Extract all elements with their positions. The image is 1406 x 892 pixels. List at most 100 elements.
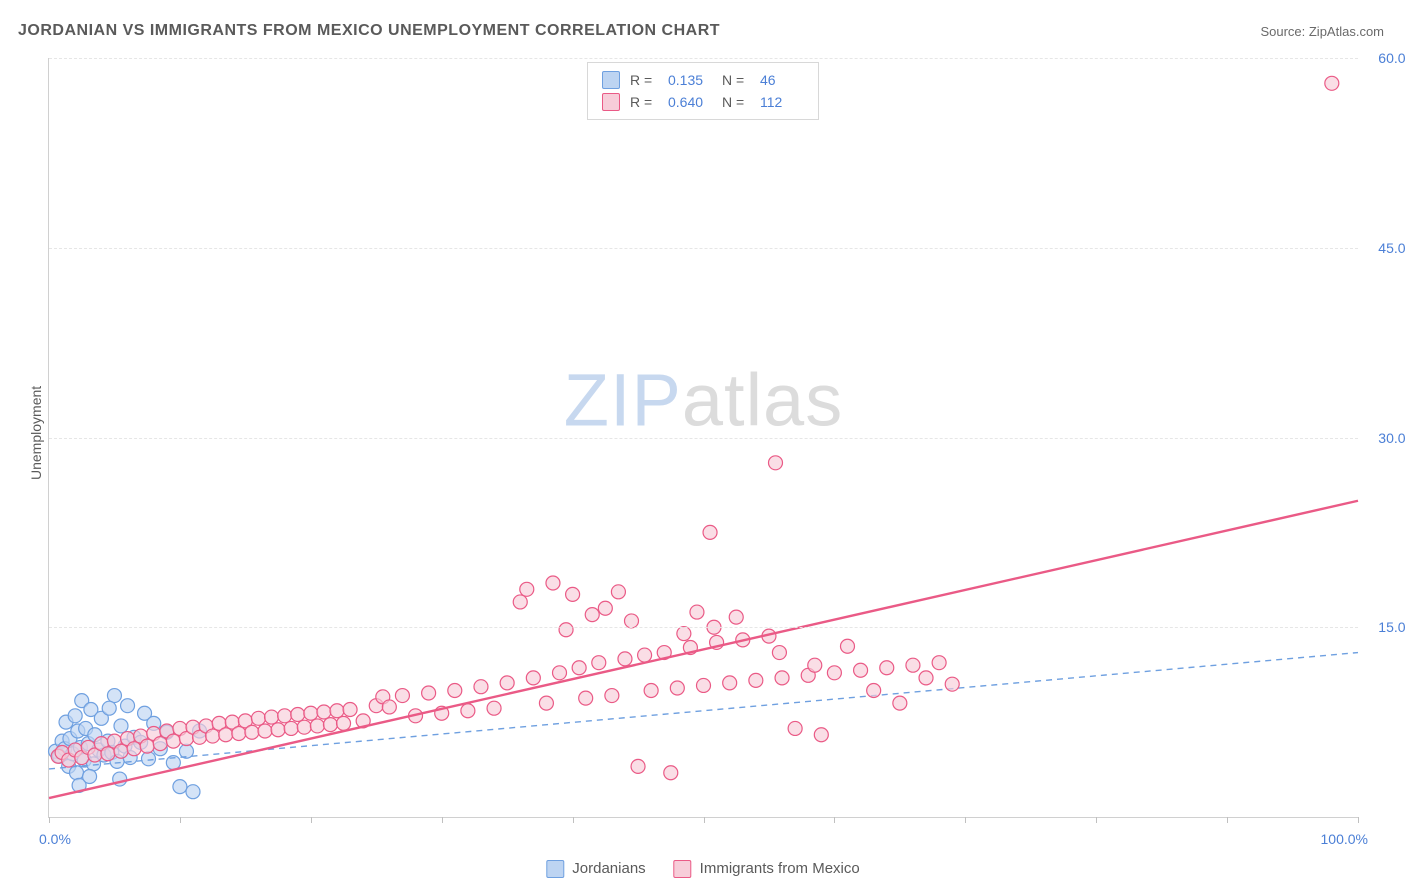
legend-swatch — [602, 93, 620, 111]
y-tick-label: 60.0% — [1378, 50, 1406, 66]
data-point — [775, 671, 789, 685]
data-point — [631, 759, 645, 773]
data-point — [867, 684, 881, 698]
data-point — [173, 780, 187, 794]
trend-line — [49, 653, 1358, 769]
x-tick — [1358, 817, 1359, 823]
trend-line — [49, 501, 1358, 798]
data-point — [827, 666, 841, 680]
data-point — [906, 658, 920, 672]
source-label: Source: ZipAtlas.com — [1260, 24, 1384, 39]
data-point — [690, 605, 704, 619]
data-point — [566, 587, 580, 601]
data-point — [919, 671, 933, 685]
y-axis-label: Unemployment — [28, 386, 44, 480]
x-tick — [1096, 817, 1097, 823]
data-point — [854, 663, 868, 677]
legend-stat-row: R =0.640N =112 — [602, 91, 804, 113]
data-point — [69, 766, 83, 780]
data-point — [808, 658, 822, 672]
data-point — [520, 582, 534, 596]
legend-swatch — [546, 860, 564, 878]
data-point — [500, 676, 514, 690]
data-point — [625, 614, 639, 628]
data-point — [323, 718, 337, 732]
data-point — [513, 595, 527, 609]
x-tick — [1227, 817, 1228, 823]
y-tick-label: 30.0% — [1378, 430, 1406, 446]
data-point — [343, 702, 357, 716]
data-point — [932, 656, 946, 670]
n-label: N = — [722, 94, 750, 110]
y-tick-label: 45.0% — [1378, 240, 1406, 256]
data-point — [703, 525, 717, 539]
r-value: 0.135 — [668, 72, 712, 88]
x-axis-start-label: 0.0% — [39, 831, 71, 847]
data-point — [592, 656, 606, 670]
data-point — [310, 719, 324, 733]
data-point — [382, 700, 396, 714]
legend-swatch — [674, 860, 692, 878]
data-point — [422, 686, 436, 700]
data-point — [598, 601, 612, 615]
x-tick — [704, 817, 705, 823]
data-point — [788, 721, 802, 735]
legend-series-label: Jordanians — [572, 860, 645, 877]
gridline — [49, 248, 1358, 249]
data-point — [880, 661, 894, 675]
data-point — [814, 728, 828, 742]
x-tick — [442, 817, 443, 823]
legend-swatch — [602, 71, 620, 89]
data-point — [166, 734, 180, 748]
plot-area: ZIPatlas 0.0% 100.0% 15.0%30.0%45.0%60.0… — [48, 58, 1358, 818]
data-point — [101, 747, 115, 761]
data-point — [304, 706, 318, 720]
data-point — [153, 737, 167, 751]
data-point — [723, 676, 737, 690]
data-point — [638, 648, 652, 662]
data-point — [677, 627, 691, 641]
data-point — [68, 709, 82, 723]
r-value: 0.640 — [668, 94, 712, 110]
data-point — [585, 608, 599, 622]
x-tick — [573, 817, 574, 823]
data-point — [539, 696, 553, 710]
n-value: 112 — [760, 94, 804, 110]
gridline — [49, 58, 1358, 59]
data-point — [258, 724, 272, 738]
data-point — [140, 739, 154, 753]
data-point — [474, 680, 488, 694]
data-point — [206, 729, 220, 743]
n-label: N = — [722, 72, 750, 88]
data-point — [559, 623, 573, 637]
data-point — [297, 720, 311, 734]
data-point — [179, 744, 193, 758]
data-point — [840, 639, 854, 653]
data-point — [278, 709, 292, 723]
data-point — [893, 696, 907, 710]
data-point — [487, 701, 501, 715]
data-point — [141, 752, 155, 766]
data-point — [83, 770, 97, 784]
legend-series-item: Jordanians — [546, 860, 645, 878]
data-point — [127, 742, 141, 756]
data-point — [768, 456, 782, 470]
data-point — [265, 710, 279, 724]
legend-stat-row: R =0.135N =46 — [602, 69, 804, 91]
data-point — [121, 699, 135, 713]
data-point — [317, 705, 331, 719]
data-point — [749, 673, 763, 687]
data-point — [618, 652, 632, 666]
data-point — [271, 723, 285, 737]
data-point — [448, 684, 462, 698]
data-point — [772, 646, 786, 660]
data-point — [219, 728, 233, 742]
data-point — [232, 727, 246, 741]
data-point — [1325, 76, 1339, 90]
y-tick-label: 15.0% — [1378, 619, 1406, 635]
data-point — [245, 725, 259, 739]
r-label: R = — [630, 72, 658, 88]
data-point — [644, 684, 658, 698]
x-tick — [834, 817, 835, 823]
data-point — [291, 708, 305, 722]
